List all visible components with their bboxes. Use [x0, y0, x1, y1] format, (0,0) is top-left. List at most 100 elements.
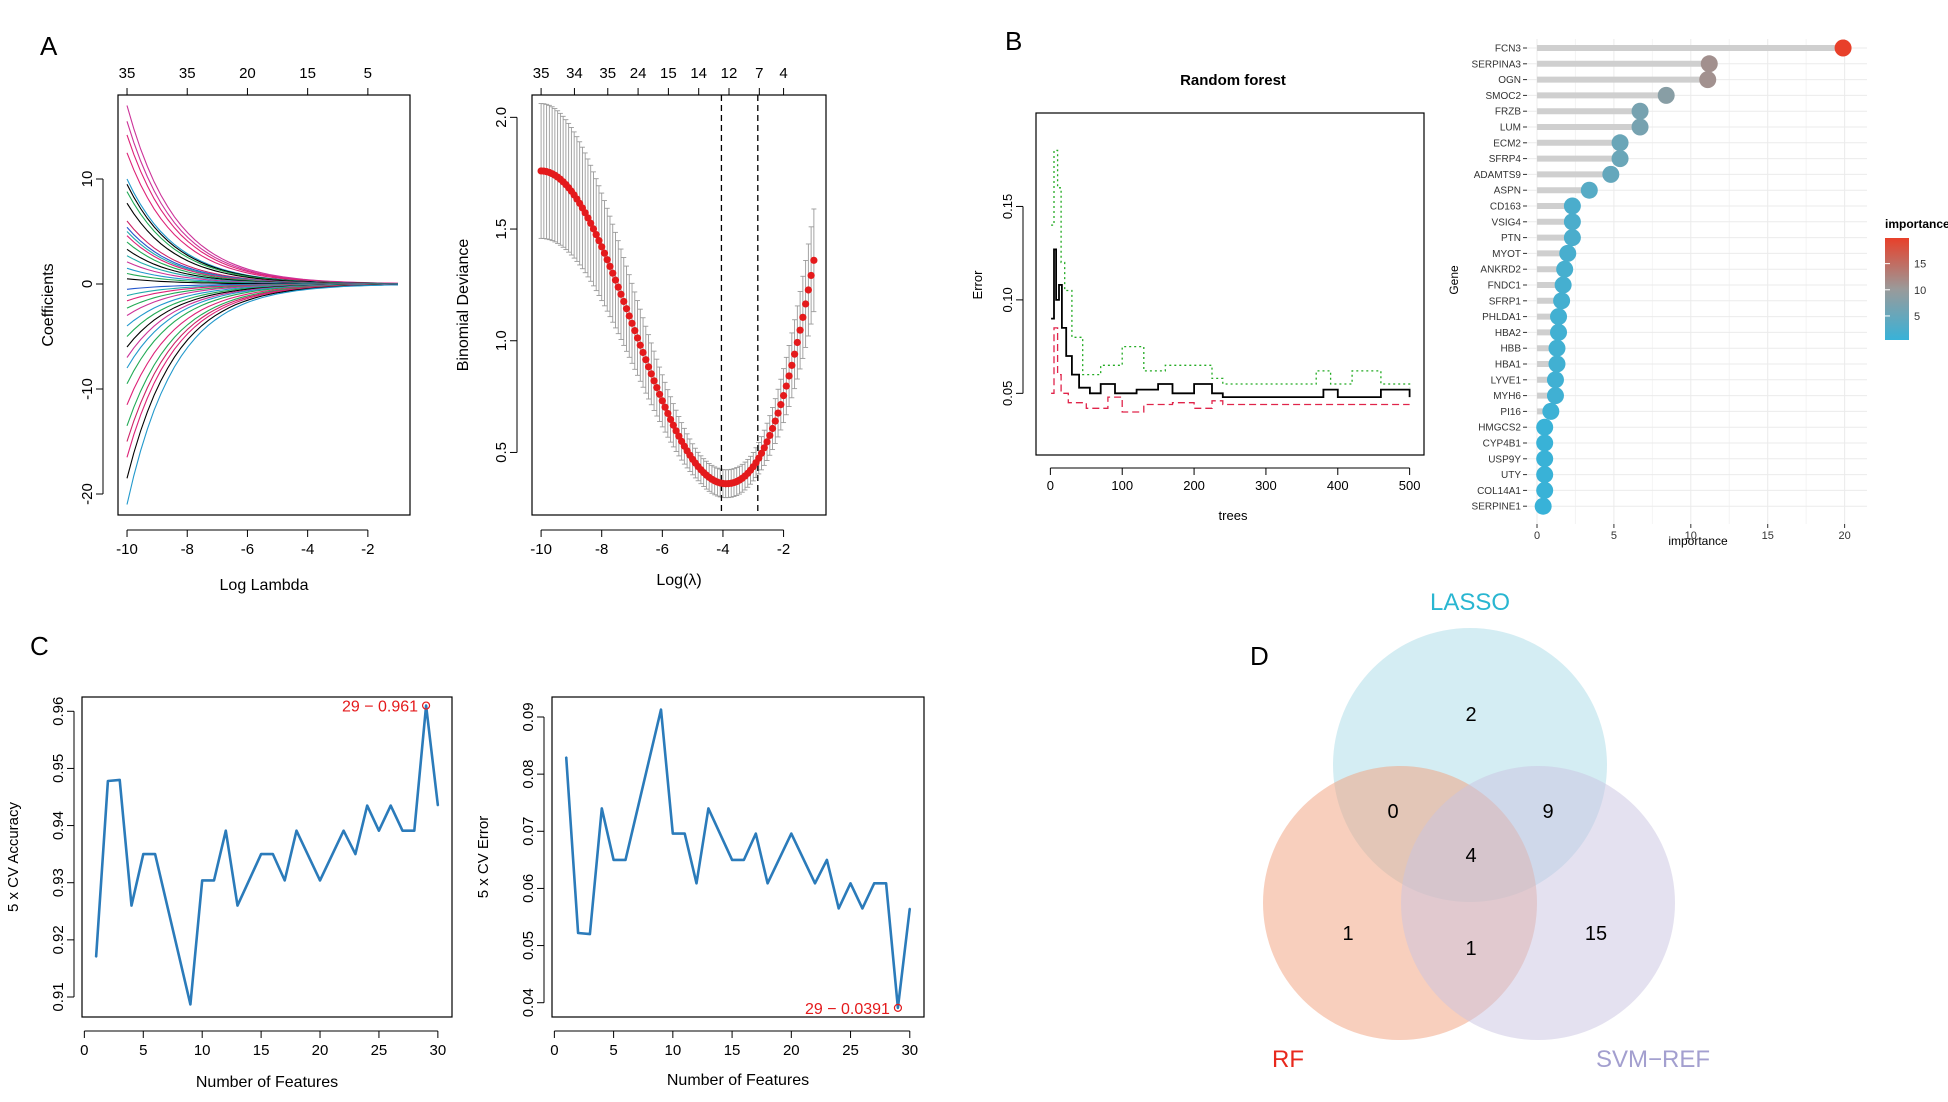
top-tick-label: 15: [660, 65, 677, 82]
y-tick-label: -20: [79, 483, 96, 505]
x-tick-label: 25: [371, 1042, 388, 1059]
x-tick-label: 30: [430, 1042, 447, 1059]
y-tick-label: 0.92: [50, 925, 67, 954]
panel-label-c: C: [30, 631, 49, 661]
x-tick-label: -10: [116, 541, 138, 558]
importance-dot: [1834, 39, 1852, 57]
chart-title: Random forest: [1180, 72, 1286, 89]
x-tick-label: -4: [301, 541, 314, 558]
data-point: [260, 853, 262, 855]
deviance-point: [666, 415, 675, 424]
importance-dot: [1546, 387, 1564, 405]
deviance-point: [779, 392, 788, 400]
venn-label-lasso: LASSO: [1430, 589, 1510, 616]
importance-dot: [1559, 244, 1577, 262]
deviance-point: [650, 377, 658, 385]
random-forest-error-chart: 0 100 200 300 400 500 0.05 0.10 0.15 Random fore…: [970, 72, 1425, 523]
data-point: [189, 1003, 192, 1006]
svm-error-chart: 29 − 0.0391 0 5 10 15 20 25 30 0.04 0.05 0.06 0.07…: [475, 696, 925, 1089]
data-point: [908, 907, 911, 910]
deviance-point: [655, 390, 664, 398]
y-axis-label: Coefficients: [40, 263, 57, 346]
venn-count-all: 4: [1465, 845, 1476, 867]
importance-dot: [1542, 402, 1560, 420]
deviance-point: [600, 249, 609, 257]
data-point: [826, 859, 828, 861]
deviance-point: [639, 348, 647, 357]
gene-label: VSIG4: [1492, 217, 1522, 228]
importance-dot: [1536, 481, 1554, 499]
gene-label: HMGCS2: [1478, 423, 1521, 434]
x-tick-label: 10: [1685, 530, 1697, 542]
coefficient-path: [126, 284, 399, 458]
importance-dot: [1536, 466, 1554, 484]
data-point: [790, 832, 793, 835]
coefficient-path: [126, 191, 399, 285]
data-point: [837, 907, 840, 910]
venn-label-rf: RF: [1272, 1046, 1304, 1073]
x-tick-label: 5: [1611, 530, 1617, 542]
lambda-lines: [720, 95, 759, 515]
top-tick-label: 35: [599, 65, 616, 82]
deviance-point: [771, 417, 779, 425]
error-series: [1051, 149, 1411, 413]
gene-label: FNDC1: [1488, 281, 1522, 292]
coefficient-path: [126, 152, 399, 285]
y-tick-label: 1.5: [493, 219, 510, 240]
deviance-point: [609, 269, 617, 277]
lasso-coefficient-chart: -10 -8 -6 -4 -2 -20 -10 0 10 35 35 20 15 5 Log Lambda…: [40, 65, 411, 594]
legend-tick-label: 15: [1914, 259, 1926, 271]
deviance-point: [628, 319, 636, 327]
y-tick-label: 10: [79, 171, 96, 188]
deviance-points: [537, 167, 818, 488]
x-tick-label: -8: [595, 541, 608, 558]
deviance-point: [768, 424, 777, 433]
deviance-point: [617, 290, 625, 298]
axes: 0 5 10 15 20 25 30 0.04 0.05 0.06 0.07 0.08 0.09: [520, 702, 918, 1059]
y-tick-label: 0.04: [520, 988, 537, 1017]
data-point: [342, 829, 345, 832]
deviance-point: [763, 438, 771, 446]
y-axis-label: Binomial Deviance: [455, 239, 472, 372]
x-axis-label: Number of Features: [667, 1072, 809, 1089]
coefficient-path: [126, 284, 399, 442]
error-line: 29 − 0.0391: [564, 708, 912, 1018]
y-tick-label: 0.95: [50, 754, 67, 783]
importance-dot: [1602, 165, 1620, 183]
gene-label: CD163: [1490, 202, 1522, 213]
x-tick-label: 0: [80, 1042, 88, 1059]
gene-label: MYOT: [1492, 249, 1521, 260]
axes: FCN3 SERPINA3 OGN SMOC2 FRZB LUM ECM2 SFRP4 ADAM…: [1472, 44, 1851, 543]
data-point: [118, 779, 121, 781]
x-tick-label: 25: [842, 1042, 859, 1059]
plot-frame: [1035, 112, 1425, 456]
deviance-point: [788, 361, 796, 369]
x-axis-label: Log Lambda: [220, 577, 309, 594]
gene-label: PHLDA1: [1482, 312, 1521, 323]
x-tick-label: -6: [656, 541, 669, 558]
data-point: [236, 904, 239, 907]
venn-count-lasso-rf: 0: [1387, 801, 1398, 823]
data-point: [565, 756, 568, 758]
data-point: [295, 829, 298, 832]
gene-label: ANKRD2: [1480, 265, 1521, 276]
x-tick-label: 0: [1534, 530, 1540, 542]
importance-lollipops: [1534, 39, 1852, 515]
x-tick-label: 10: [664, 1042, 681, 1059]
error-line-class1: [1051, 149, 1411, 388]
gene-label: LUM: [1500, 123, 1521, 134]
gene-label: CYP4B1: [1483, 439, 1522, 450]
top-tick-label: 35: [533, 65, 550, 82]
deviance-point: [807, 271, 815, 280]
top-tick-label: 7: [755, 65, 763, 82]
data-point: [885, 882, 887, 885]
x-tick-label: -2: [361, 541, 374, 558]
data-point: [389, 804, 392, 807]
data-point: [873, 882, 876, 885]
deviance-point: [620, 297, 628, 306]
deviance-point: [760, 444, 768, 452]
gene-label: SFRP4: [1489, 154, 1522, 165]
svm-accuracy-chart: 29 − 0.961 0 5 10 15 20 25 300.910.920.930.940…: [5, 696, 453, 1091]
deviance-point: [658, 397, 666, 405]
gene-label: HBA2: [1495, 328, 1522, 339]
